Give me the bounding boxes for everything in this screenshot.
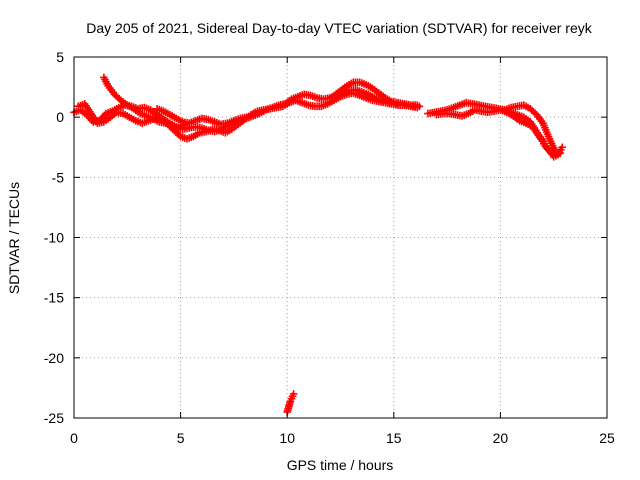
series-track-e [330, 78, 422, 109]
y-tick-label: 0 [56, 109, 64, 125]
x-tick-label: 15 [386, 430, 402, 446]
x-tick-label: 0 [70, 430, 78, 446]
series-track-h [500, 101, 560, 156]
series-track-d [153, 104, 251, 129]
x-tick-label: 25 [599, 430, 615, 446]
axis-ticks: 0 5 10 15 20 25 5 0 -5 -10 -15 -20 -25 [44, 49, 615, 446]
x-tick-label: 10 [279, 430, 295, 446]
y-axis-label: SDTVAR / TECUs [6, 182, 22, 294]
y-tick-label: -10 [44, 230, 64, 246]
x-tick-label: 20 [493, 430, 509, 446]
x-axis-label: GPS time / hours [287, 457, 394, 473]
x-tick-label: 5 [177, 430, 185, 446]
data-point [289, 390, 298, 398]
series-track-b [74, 89, 422, 143]
data-point [552, 148, 560, 156]
data-point [242, 113, 251, 121]
series-outlier [283, 390, 298, 416]
data-points [70, 73, 567, 416]
data-point [558, 143, 567, 152]
y-tick-label: -15 [44, 290, 64, 306]
y-tick-label: -20 [44, 350, 64, 366]
y-tick-label: -5 [52, 169, 65, 185]
series-track-c [100, 73, 189, 132]
chart-title: Day 205 of 2021, Sidereal Day-to-day VTE… [86, 20, 592, 36]
data-point [413, 101, 422, 109]
y-tick-label: -25 [44, 410, 64, 426]
y-tick-label: 5 [56, 49, 64, 65]
